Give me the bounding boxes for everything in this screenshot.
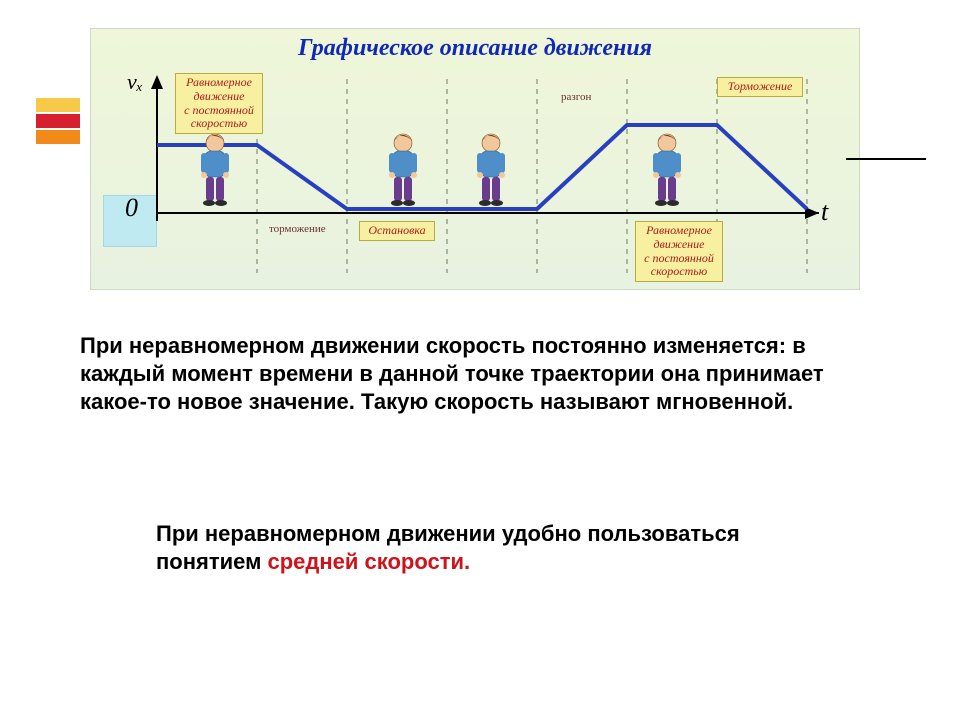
diagram-panel: Графическое описание движения vₓ 0 t Рав… <box>90 28 860 290</box>
origin-label: 0 <box>125 193 138 223</box>
decorative-bars <box>36 98 80 144</box>
deco-bar <box>36 130 80 144</box>
deco-bar <box>36 114 80 128</box>
phase-label-box: Равномерноедвижениес постояннойскоростью <box>635 221 723 282</box>
phase-small-label: торможение <box>269 223 326 235</box>
phase-label-box: Торможение <box>717 77 803 97</box>
deco-bar <box>36 98 80 112</box>
phase-small-label: разгон <box>561 91 591 103</box>
phase-label-box: Равномерноедвижениес постояннойскоростью <box>175 73 263 134</box>
paragraph-2-highlight: средней скорости. <box>267 549 470 574</box>
y-axis-label: vₓ <box>127 69 143 95</box>
phase-label-box: Остановка <box>359 221 435 241</box>
paragraph-2: При неравномерном движении удобно пользо… <box>156 520 836 576</box>
diagram-title: Графическое описание движения <box>91 29 859 64</box>
stray-line <box>846 158 926 160</box>
chart-area: vₓ 0 t Равномерноедвижениес постояннойск… <box>119 73 839 273</box>
paragraph-1: При неравномерном движении скорость пост… <box>80 332 880 416</box>
x-axis-label: t <box>821 197 828 227</box>
